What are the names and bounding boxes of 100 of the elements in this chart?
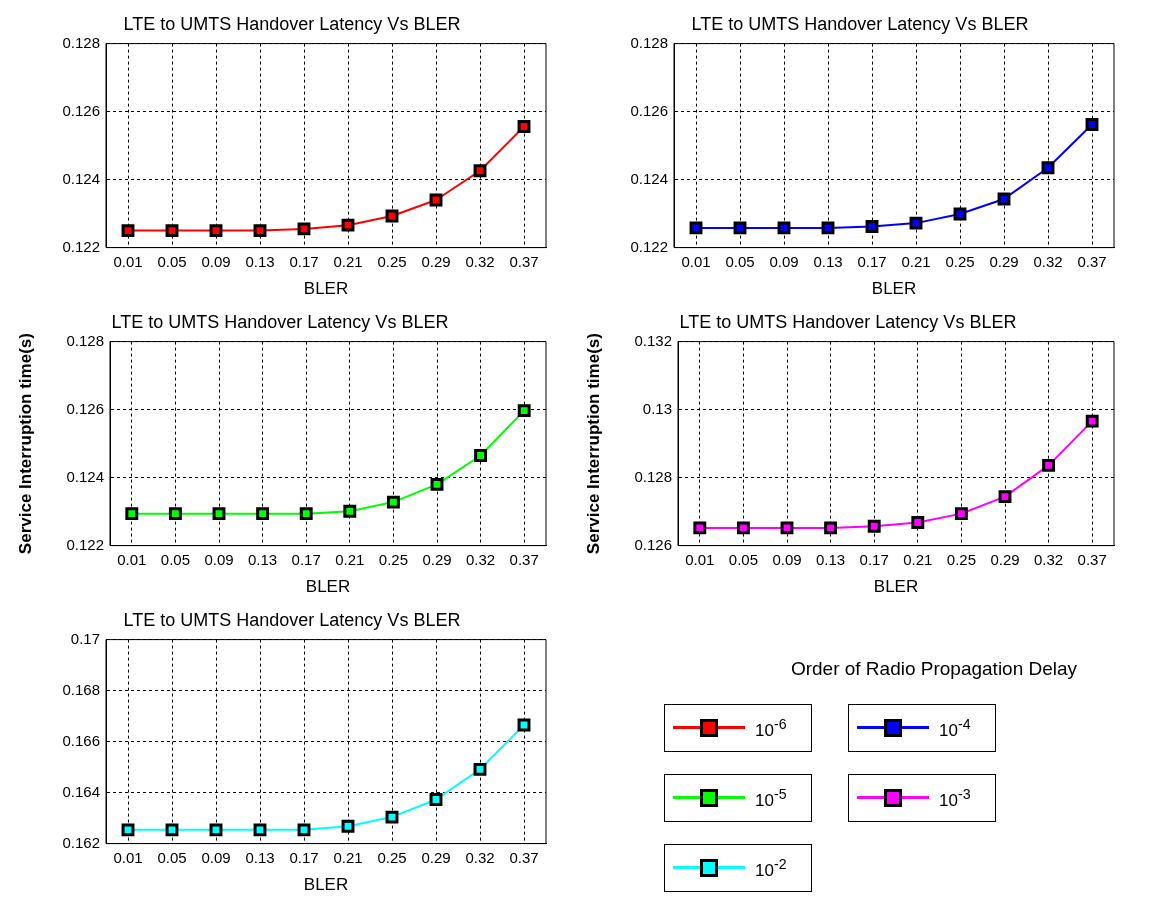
point — [253, 823, 267, 837]
chart-title: LTE to UMTS Handover Latency Vs BLER — [123, 13, 461, 34]
x-tick-label: 0.13 — [248, 550, 278, 568]
point — [953, 207, 967, 221]
x-tick-label: 0.09 — [201, 252, 231, 270]
x-tick-label: 0.29 — [990, 550, 1020, 568]
point — [429, 793, 443, 806]
point — [997, 192, 1011, 206]
point — [1085, 118, 1099, 131]
point — [865, 220, 879, 233]
chart-title: LTE to UMTS Handover Latency Vs BLER — [123, 609, 461, 630]
y-tick-label: 0.124 — [630, 169, 668, 187]
x-axis-title: BLER — [303, 279, 349, 299]
x-tick-label: 0.29 — [421, 252, 451, 270]
x-axis-title: BLER — [303, 875, 349, 895]
point — [693, 521, 707, 535]
x-tick-label: 0.32 — [465, 252, 495, 270]
point — [911, 516, 925, 529]
legend-label: 10$^{-6}$ — [755, 715, 787, 741]
y-tick-label: 0.17 — [70, 629, 100, 647]
legend-label: 10$^{-3}$ — [939, 785, 971, 811]
y-tick-label: 0.162 — [62, 833, 100, 851]
x-tick-label: 0.05 — [157, 848, 187, 866]
x-tick-label: 0.25 — [378, 550, 408, 568]
legend-title: Order of Radio Propagation Delay — [789, 658, 1079, 680]
x-tick-label: 0.09 — [772, 550, 802, 568]
point — [909, 216, 923, 230]
y-tick-label: 0.128 — [62, 33, 100, 51]
x-tick-label: 0.37 — [509, 550, 539, 568]
x-tick-label: 0.05 — [160, 550, 190, 568]
x-tick-label: 0.01 — [113, 848, 143, 866]
x-tick-label: 0.17 — [291, 550, 321, 568]
point — [954, 507, 968, 521]
y-tick-label: 0.126 — [66, 399, 104, 417]
point — [736, 521, 750, 535]
y-tick-label: 0.126 — [634, 535, 672, 553]
chart-title: LTE to UMTS Handover Latency Vs BLER — [691, 13, 1029, 34]
y-axis-title: Service Interruption time(s) — [15, 333, 35, 555]
x-tick-label: 0.17 — [859, 550, 889, 568]
point — [253, 224, 267, 238]
x-tick-label: 0.01 — [681, 252, 711, 270]
point — [1041, 161, 1055, 175]
x-tick-label: 0.29 — [421, 848, 451, 866]
x-tick-label: 0.09 — [201, 848, 231, 866]
point — [297, 823, 311, 837]
x-tick-label: 0.37 — [509, 252, 539, 270]
point — [821, 221, 835, 235]
x-axis-title: BLER — [873, 577, 919, 597]
x-tick-label: 0.32 — [1033, 252, 1063, 270]
x-tick-label: 0.13 — [813, 252, 843, 270]
point — [209, 823, 223, 837]
x-tick-label: 0.13 — [245, 252, 275, 270]
point — [165, 823, 179, 837]
y-tick-label: 0.128 — [634, 467, 672, 485]
y-tick-label: 0.128 — [66, 331, 104, 349]
x-tick-label: 0.05 — [728, 550, 758, 568]
x-axis-title: BLER — [305, 577, 351, 597]
point — [824, 521, 838, 535]
point — [165, 224, 179, 238]
legend-label: 10$^{-2}$ — [755, 855, 787, 881]
point — [385, 810, 399, 824]
point — [297, 222, 311, 236]
point — [168, 507, 182, 521]
x-tick-label: 0.25 — [946, 550, 976, 568]
point — [517, 718, 531, 732]
y-axis-title: Service Interruption time(s) — [583, 333, 603, 555]
point — [121, 224, 135, 238]
y-tick-label: 0.126 — [630, 101, 668, 119]
point — [430, 477, 444, 491]
point — [212, 507, 226, 521]
x-tick-label: 0.37 — [509, 848, 539, 866]
point — [429, 193, 443, 207]
point — [867, 519, 881, 533]
x-tick-label: 0.21 — [333, 848, 363, 866]
y-tick-label: 0.128 — [630, 33, 668, 51]
point — [777, 221, 791, 235]
legend-label: 10$^{-5}$ — [755, 785, 787, 811]
point — [341, 819, 355, 833]
point — [299, 507, 313, 521]
x-tick-label: 0.01 — [117, 550, 147, 568]
y-tick-label: 0.122 — [66, 535, 104, 553]
x-tick-label: 0.13 — [245, 848, 275, 866]
y-tick-label: 0.124 — [66, 467, 104, 485]
legend-label: 10$^{-4}$ — [939, 715, 971, 741]
chart-title: LTE to UMTS Handover Latency Vs BLER — [111, 311, 449, 332]
x-tick-label: 0.37 — [1077, 252, 1107, 270]
y-tick-label: 0.122 — [630, 237, 668, 255]
x-tick-label: 0.21 — [335, 550, 365, 568]
x-tick-label: 0.05 — [157, 252, 187, 270]
point — [474, 449, 488, 462]
x-tick-label: 0.32 — [465, 848, 495, 866]
x-tick-label: 0.17 — [857, 252, 887, 270]
x-tick-label: 0.13 — [816, 550, 846, 568]
x-tick-label: 0.29 — [422, 550, 452, 568]
y-tick-label: 0.168 — [62, 680, 100, 698]
point — [125, 507, 139, 521]
x-tick-label: 0.17 — [289, 252, 319, 270]
point — [473, 164, 487, 178]
x-tick-label: 0.21 — [333, 252, 363, 270]
point — [733, 221, 747, 235]
